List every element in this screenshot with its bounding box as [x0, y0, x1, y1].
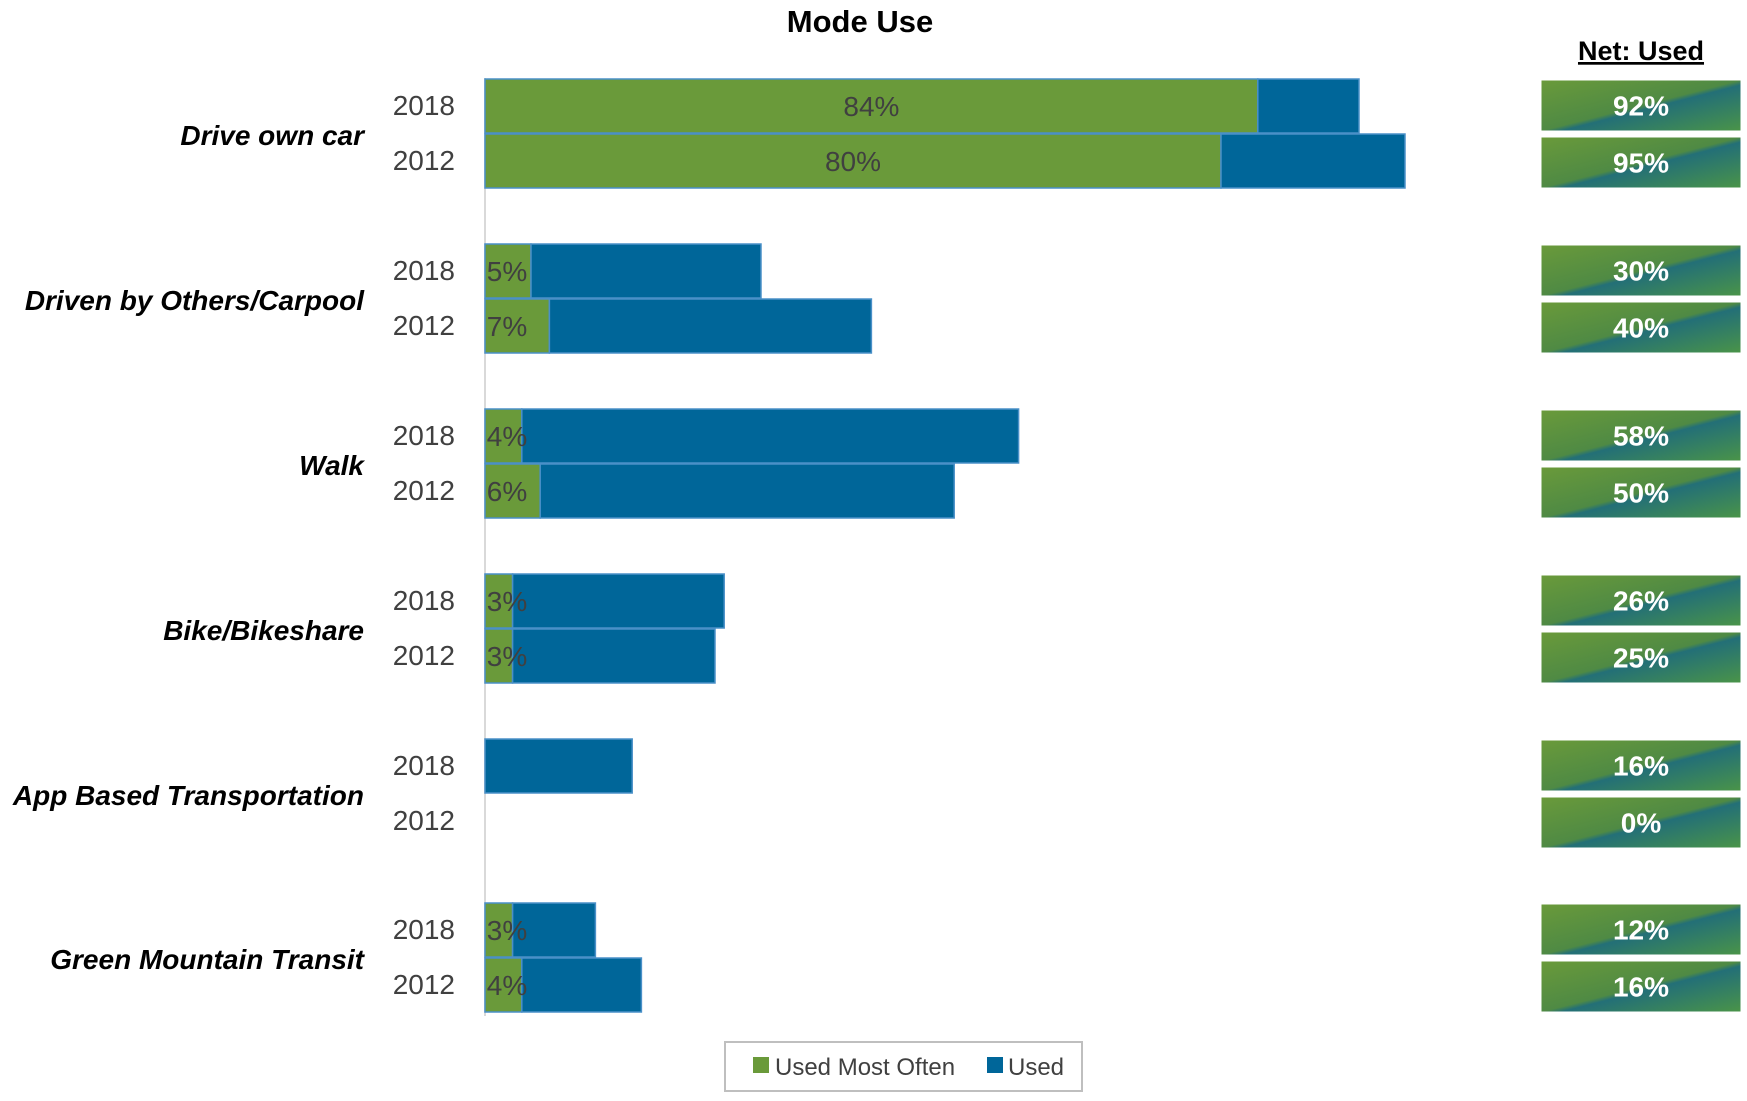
- bar-used-drive-own-car-2012: [1220, 133, 1406, 189]
- bar-used-driven-by-others-carpool-2012: [548, 298, 873, 354]
- bar-used-most-often-drive-own-car-2012: [484, 133, 1222, 189]
- category-label-walk: Walk: [299, 450, 365, 481]
- net-used-value-green-mountain-transit-2012: 16%: [1613, 972, 1669, 1003]
- category-label-driven-by-others-carpool: Driven by Others/Carpool: [25, 285, 365, 316]
- net-used-value-driven-by-others-carpool-2012: 40%: [1613, 313, 1669, 344]
- net-used-box-green-mountain-transit-2018: [1540, 903, 1742, 956]
- legend: Used Most Often Used: [724, 1041, 1083, 1092]
- bar-used-green-mountain-transit-2012: [521, 957, 643, 1013]
- net-used-value-walk-2018: 58%: [1613, 421, 1669, 452]
- legend-swatch-used: [987, 1057, 1003, 1073]
- category-label-app-based-transportation: App Based Transportation: [12, 780, 364, 811]
- net-used-column: 92% 95% 30% 40% 58% 50% 26% 25% 16% 0% 12% 16%: [1540, 79, 1742, 1013]
- net-used-value-walk-2012: 50%: [1613, 478, 1669, 509]
- bar-used-bike-bikeshare-2018: [511, 573, 725, 629]
- net-used-box-app-based-transportation-2018: [1540, 739, 1742, 792]
- net-used-box-drive-own-car-2018: [1540, 79, 1742, 132]
- net-used-box-bike-bikeshare-2018: [1540, 574, 1742, 627]
- net-used-value-app-based-transportation-2012: 0%: [1621, 808, 1662, 839]
- legend-swatch-used-most-often: [753, 1057, 769, 1073]
- net-used-value-drive-own-car-2012: 95%: [1613, 148, 1669, 179]
- data-label-used-most-often-walk-2018: 4%: [487, 421, 527, 452]
- year-label-app-based-transportation-2012: 2012: [393, 805, 455, 836]
- net-used-value-app-based-transportation-2018: 16%: [1613, 751, 1669, 782]
- net-used-value-driven-by-others-carpool-2018: 30%: [1613, 256, 1669, 287]
- year-label-drive-own-car-2012: 2012: [393, 145, 455, 176]
- category-label-green-mountain-transit: Green Mountain Transit: [50, 944, 365, 975]
- year-label-bike-bikeshare-2012: 2012: [393, 640, 455, 671]
- net-used-value-bike-bikeshare-2012: 25%: [1613, 643, 1669, 674]
- net-used-box-green-mountain-transit-2012: [1540, 960, 1742, 1013]
- year-label-driven-by-others-carpool-2012: 2012: [393, 310, 455, 341]
- bar-used-walk-2018: [521, 408, 1020, 464]
- data-label-used-most-often-bike-bikeshare-2012: 3%: [487, 641, 527, 672]
- year-label-walk-2012: 2012: [393, 475, 455, 506]
- legend-frame: [724, 1041, 1083, 1092]
- year-label-green-mountain-transit-2012: 2012: [393, 969, 455, 1000]
- net-used-box-drive-own-car-2012: [1540, 136, 1742, 189]
- bar-used-most-often-green-mountain-transit-2018: [484, 902, 514, 958]
- bar-used-bike-bikeshare-2012: [511, 628, 716, 684]
- chart-title: Mode Use: [787, 4, 933, 39]
- net-used-header: Net: Used: [1578, 36, 1704, 66]
- year-label-app-based-transportation-2018: 2018: [393, 750, 455, 781]
- bar-used-app-based-transportation-2018: [484, 738, 633, 794]
- net-used-value-drive-own-car-2018: 92%: [1613, 91, 1669, 122]
- category-label-bike-bikeshare: Bike/Bikeshare: [163, 615, 364, 646]
- bar-used-most-often-green-mountain-transit-2012: [484, 957, 523, 1013]
- net-used-value-bike-bikeshare-2018: 26%: [1613, 586, 1669, 617]
- net-used-box-app-based-transportation-2012: [1540, 796, 1742, 849]
- data-label-used-most-often-green-mountain-transit-2012: 4%: [487, 970, 527, 1001]
- net-used-box-driven-by-others-carpool-2012: [1540, 301, 1742, 354]
- year-label-bike-bikeshare-2018: 2018: [393, 585, 455, 616]
- net-used-box-walk-2018: [1540, 409, 1742, 462]
- year-label-driven-by-others-carpool-2018: 2018: [393, 255, 455, 286]
- category-label-drive-own-car: Drive own car: [180, 120, 366, 151]
- data-label-used-most-often-walk-2012: 6%: [487, 476, 527, 507]
- legend-label-used-most-often: Used Most Often: [775, 1054, 955, 1081]
- net-used-box-walk-2012: [1540, 466, 1742, 519]
- net-used-value-green-mountain-transit-2018: 12%: [1613, 915, 1669, 946]
- data-label-used-most-often-driven-by-others-carpool-2018: 5%: [487, 256, 527, 287]
- bar-used-most-often-driven-by-others-carpool-2018: [484, 243, 532, 299]
- data-label-used-most-often-drive-own-car-2018: 84%: [843, 91, 899, 122]
- bars-layer: [484, 78, 1406, 1013]
- bar-used-driven-by-others-carpool-2018: [530, 243, 762, 299]
- data-label-used-most-often-bike-bikeshare-2018: 3%: [487, 586, 527, 617]
- bar-used-drive-own-car-2018: [1257, 78, 1360, 134]
- legend-label-used: Used: [1008, 1054, 1064, 1081]
- data-label-used-most-often-driven-by-others-carpool-2012: 7%: [487, 311, 527, 342]
- year-label-green-mountain-transit-2018: 2018: [393, 914, 455, 945]
- net-used-box-driven-by-others-carpool-2018: [1540, 244, 1742, 297]
- net-used-box-bike-bikeshare-2012: [1540, 631, 1742, 684]
- year-label-drive-own-car-2018: 2018: [393, 90, 455, 121]
- data-label-used-most-often-drive-own-car-2012: 80%: [825, 146, 881, 177]
- year-label-walk-2018: 2018: [393, 420, 455, 451]
- bar-used-walk-2012: [539, 463, 955, 519]
- labels-layer: Drive own car 2018 84% 2012 80% Driven by Oth…: [12, 90, 900, 1001]
- data-label-used-most-often-green-mountain-transit-2018: 3%: [487, 915, 527, 946]
- bar-used-green-mountain-transit-2018: [511, 902, 597, 958]
